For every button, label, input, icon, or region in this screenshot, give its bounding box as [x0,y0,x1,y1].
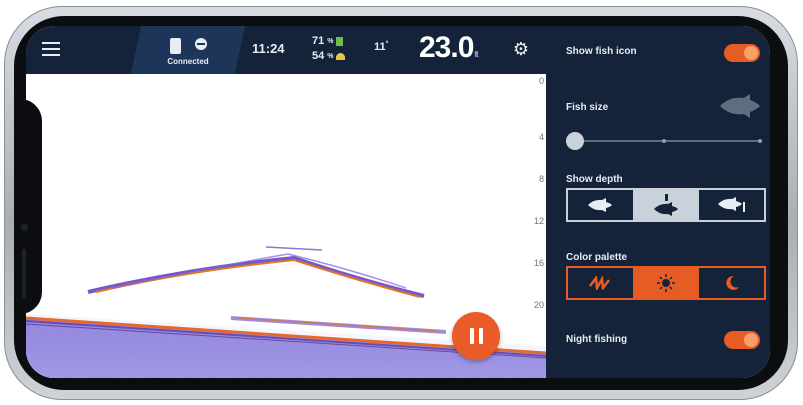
show-depth-option-right[interactable] [699,190,764,220]
connection-label: Connected [167,57,209,66]
color-palette-selector [566,266,766,300]
fish-preview-icon [720,94,760,118]
gear-icon[interactable]: ⚙ [512,39,530,59]
show-fish-icon-toggle[interactable] [724,44,760,62]
show-fish-icon-label: Show fish icon [566,46,637,57]
battery-icon [336,37,344,46]
fish-size-slider-thumb[interactable] [566,132,584,150]
sonar-device-icon [194,38,207,50]
clock: 11:24 [252,41,285,56]
fish-depth-right-icon [717,197,745,212]
water-temp-value: 11 [374,41,386,53]
settings-panel: Show fish icon Fish size Show depth Colo… [546,26,770,378]
depth-tick: 16 [533,258,544,268]
fish-size-slider[interactable] [566,132,762,150]
night-fishing-toggle[interactable] [724,331,760,349]
camera-icon [21,224,28,231]
depth-tick: 20 [533,300,544,310]
show-depth-option-none[interactable] [568,190,634,220]
phone-icon [169,38,181,54]
fish-icon [588,198,613,212]
pause-icon [469,328,474,344]
device-battery-icon [336,53,346,60]
moon-icon [725,275,739,290]
fish-size-label: Fish size [566,102,609,113]
top-bar: Connected 11:24 71% 54% 11° 23.0ft ⚙ [26,26,546,74]
sun-icon [657,274,675,292]
fish-depth-above-icon [654,194,678,216]
color-palette-option-day[interactable] [633,268,700,298]
night-fishing-label: Night fishing [566,334,628,345]
depth-ruler: 0 4 8 12 16 20 [528,74,546,378]
speaker-grille [22,249,26,299]
battery-status: 71% 54% [312,34,346,64]
app-screen: 0 4 8 12 16 20 Connected 11:24 71% 54% 1… [26,26,770,378]
show-depth-option-above[interactable] [633,190,700,220]
depth-tick: 8 [538,174,544,184]
depth-unit: ft [474,50,478,59]
fish-palette-icon [589,276,611,290]
device-battery-value: 54 [312,50,325,62]
hamburger-menu-icon[interactable] [40,38,62,60]
depth-tick: 12 [533,216,544,226]
color-palette-option-night[interactable] [699,268,764,298]
depth-value: 23.0 [419,31,474,64]
pause-button[interactable] [452,312,500,360]
depth-readout: 23.0ft [419,31,479,65]
color-palette-label: Color palette [566,252,628,263]
show-depth-label: Show depth [566,174,623,185]
phone-battery-value: 71 [312,35,325,47]
depth-tick: 0 [538,76,544,86]
color-palette-option-fish[interactable] [568,268,634,298]
water-temp: 11° [374,41,389,53]
phone-notch [14,99,42,314]
connection-status[interactable]: Connected [136,26,240,74]
depth-tick: 4 [538,132,544,142]
show-depth-selector [566,188,766,222]
